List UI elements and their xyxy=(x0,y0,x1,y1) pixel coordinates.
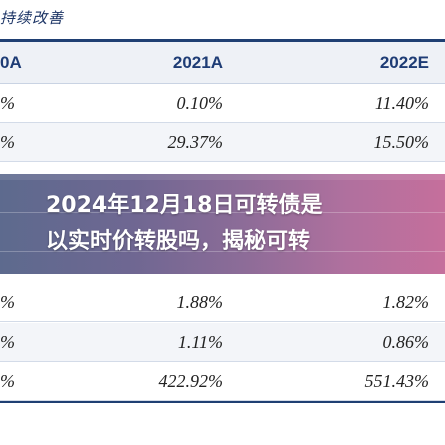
table-cell: 29.37% xyxy=(167,132,224,152)
table-cell: % xyxy=(0,132,15,152)
article-title-banner[interactable]: 2024年12月18日可转债是 以实时价转股吗，揭秘可转 xyxy=(0,174,445,274)
banner-row-line xyxy=(0,212,445,213)
table-row: % 1.11% 0.86% xyxy=(0,323,445,362)
banner-row-line xyxy=(0,251,445,252)
article-title-line-1: 2024年12月18日可转债是 xyxy=(46,193,323,218)
bottom-rule xyxy=(0,401,445,403)
table-cell: % xyxy=(0,292,15,312)
table-cell: 15.50% xyxy=(373,132,430,152)
table-cell: 551.43% xyxy=(364,371,430,391)
table-cell: 0.86% xyxy=(382,332,430,352)
table-row: % 1.88% 1.82% xyxy=(0,283,445,322)
column-header-2022e: 2022E xyxy=(379,53,429,72)
table-cell: % xyxy=(0,371,15,391)
table-row: % 29.37% 15.50% xyxy=(0,123,445,162)
table-row: % 422.92% 551.43% xyxy=(0,362,445,401)
column-header-2021a: 2021A xyxy=(172,53,223,72)
table-cell: 0.10% xyxy=(176,93,224,113)
table-cell: 1.11% xyxy=(177,332,223,352)
column-header-1: 0A xyxy=(0,53,22,72)
article-title-line-2: 以实时价转股吗，揭秘可转 xyxy=(46,229,311,254)
table-cell: 11.40% xyxy=(374,93,429,113)
table-cell: 1.82% xyxy=(382,292,430,312)
table-header-row: 0A 2021A 2022E xyxy=(0,42,445,84)
article-title[interactable]: 2024年12月18日可转债是 以实时价转股吗，揭秘可转 xyxy=(46,188,426,260)
banner-highlight xyxy=(0,174,445,180)
table-cell: % xyxy=(0,93,15,113)
table-cell: % xyxy=(0,332,15,352)
table-subtitle: 持续改善 xyxy=(0,9,65,27)
table-cell: 422.92% xyxy=(158,371,224,391)
table-cell: 1.88% xyxy=(176,292,224,312)
top-rule xyxy=(0,39,445,42)
table-row: % 0.10% 11.40% xyxy=(0,84,445,123)
